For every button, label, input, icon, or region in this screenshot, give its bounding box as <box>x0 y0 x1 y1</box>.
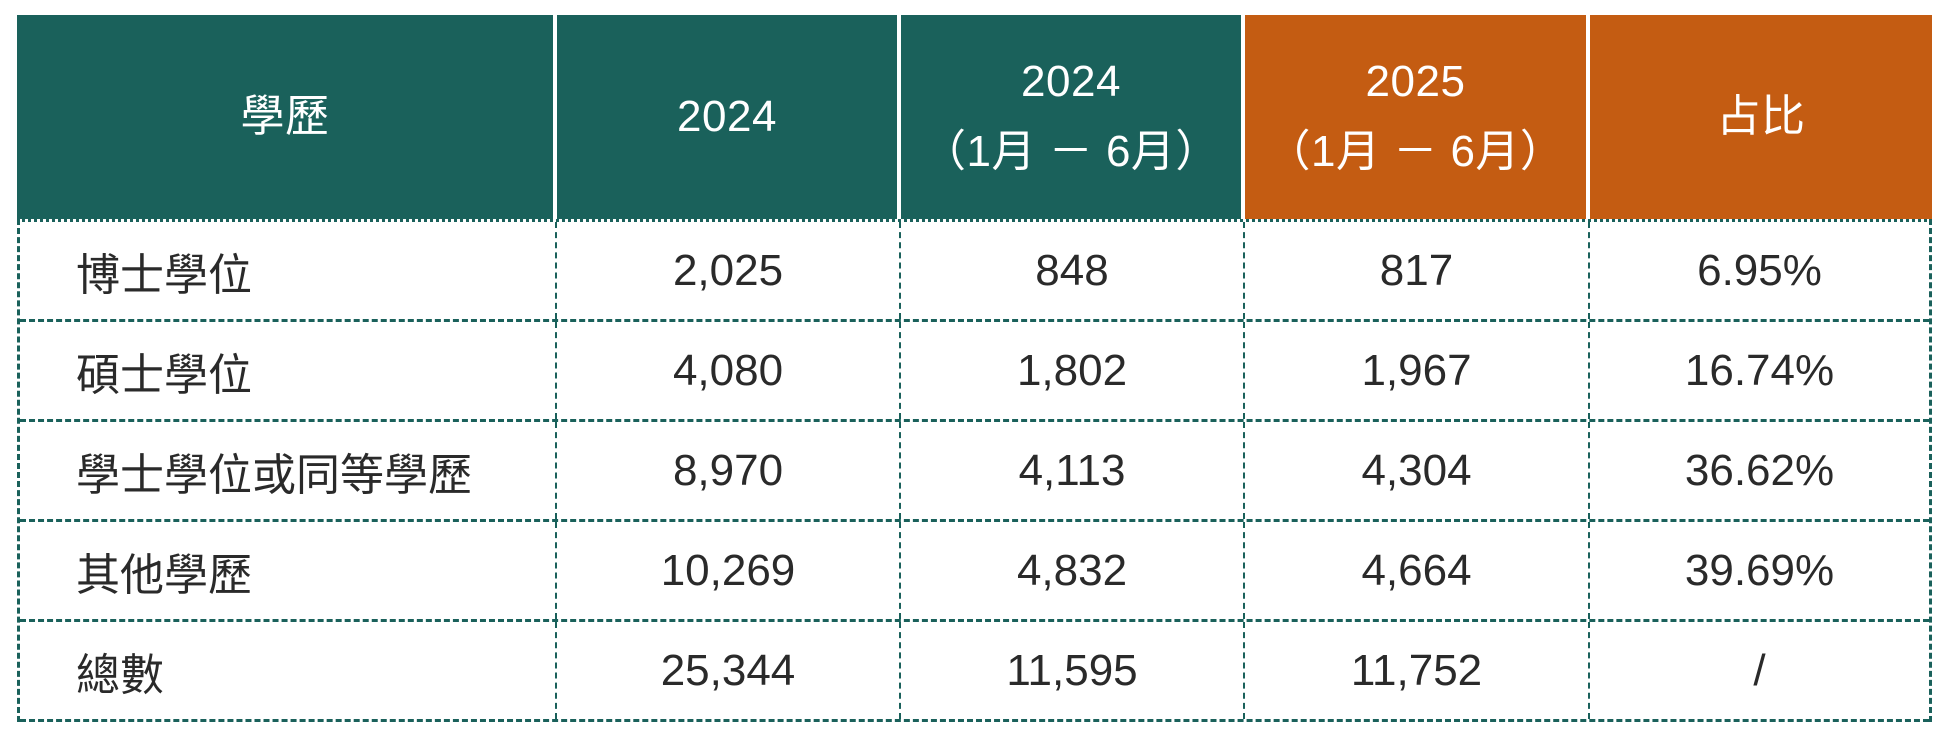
cell-2024: 25,344 <box>557 622 901 719</box>
cell-2024-h1: 4,113 <box>901 422 1245 519</box>
table-row-bachelors: 學士學位或同等學歷 8,970 4,113 4,304 36.62% <box>20 422 1929 522</box>
table-body: 博士學位 2,025 848 817 6.95% 碩士學位 4,080 1,80… <box>17 219 1932 722</box>
table-row-masters: 碩士學位 4,080 1,802 1,967 16.74% <box>20 322 1929 422</box>
cell-share: 16.74% <box>1684 345 1835 395</box>
cell-education-label: 碩士學位 <box>20 322 557 419</box>
header-sublabel: （1月 － 6月） <box>1266 127 1565 176</box>
header-2024-jan-jun: 2024 （1月 － 6月） <box>901 15 1245 219</box>
table-row-total: 總數 25,344 11,595 11,752 / <box>20 622 1929 722</box>
cell-share: / <box>1753 645 1766 695</box>
cell-share: 39.69% <box>1684 545 1835 595</box>
cell-2024: 8,970 <box>557 422 901 519</box>
cell-2024: 2,025 <box>557 222 901 319</box>
header-2024: 2024 <box>557 15 901 219</box>
header-education: 學歷 <box>17 15 557 219</box>
cell-share: 36.62% <box>1684 445 1835 495</box>
cell-education-label: 總數 <box>20 622 557 719</box>
table-row-other: 其他學歷 10,269 4,832 4,664 39.69% <box>20 522 1929 622</box>
cell-2024-h1: 4,832 <box>901 522 1245 619</box>
cell-education-label: 其他學歷 <box>20 522 557 619</box>
education-stats-table: 學歷 2024 2024 （1月 － 6月） 2025 （1月 － 6月） 占比… <box>17 15 1932 722</box>
header-2025-jan-jun: 2025 （1月 － 6月） <box>1245 15 1590 219</box>
cell-2024-h1: 848 <box>901 222 1245 319</box>
cell-2025-h1: 4,664 <box>1245 522 1590 619</box>
cell-share: 6.95% <box>1697 245 1822 295</box>
cell-2025-h1: 817 <box>1245 222 1590 319</box>
header-label: 2025 <box>1365 57 1466 106</box>
cell-2025-h1: 1,967 <box>1245 322 1590 419</box>
cell-2024: 4,080 <box>557 322 901 419</box>
cell-2024-h1: 1,802 <box>901 322 1245 419</box>
cell-2025-h1: 11,752 <box>1245 622 1590 719</box>
cell-2025-h1: 4,304 <box>1245 422 1590 519</box>
header-label: 2024 <box>677 92 777 141</box>
table-row-doctorate: 博士學位 2,025 848 817 6.95% <box>20 222 1929 322</box>
cell-education-label: 博士學位 <box>20 222 557 319</box>
cell-education-label: 學士學位或同等學歷 <box>20 422 557 519</box>
header-sublabel: （1月 － 6月） <box>922 127 1220 176</box>
header-label: 2024 <box>1021 57 1121 106</box>
header-label: 占比 <box>1716 92 1806 141</box>
header-label: 學歷 <box>240 92 330 141</box>
cell-2024: 10,269 <box>557 522 901 619</box>
table-header-row: 學歷 2024 2024 （1月 － 6月） 2025 （1月 － 6月） 占比 <box>17 15 1932 219</box>
header-share: 占比 <box>1590 15 1932 219</box>
cell-2024-h1: 11,595 <box>901 622 1245 719</box>
